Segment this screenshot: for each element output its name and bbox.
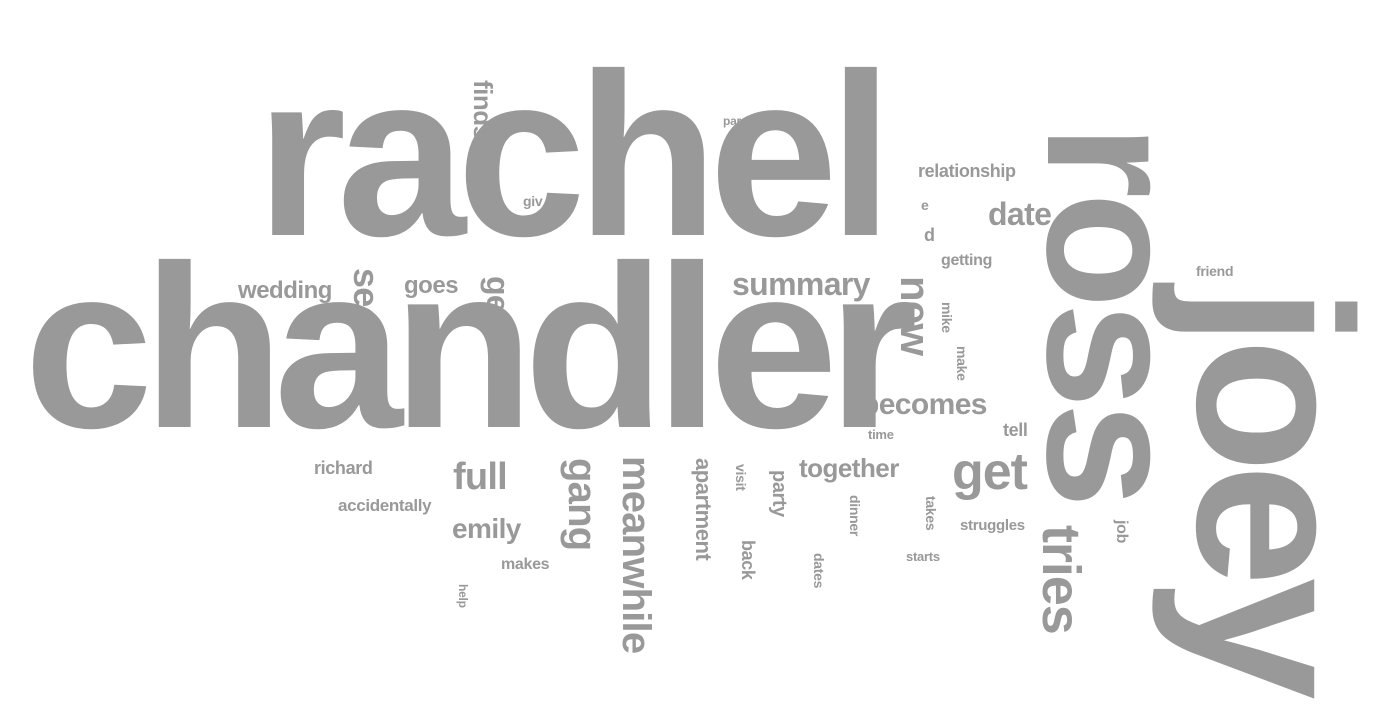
word-summary: summary [732,266,870,302]
word-full: full [453,456,508,498]
word-mike: mike [939,302,955,333]
word-finds: finds [468,80,498,140]
word-friend: friend [1196,263,1234,279]
word-time: time [868,427,894,442]
word-e: e [921,197,929,213]
word-makes: makes [501,556,550,573]
word-struggles: struggles [960,517,1025,534]
word-job: job [1113,520,1130,544]
word-goes: goes [404,272,459,299]
word-chandler: chandler [24,218,918,477]
word-party: party [768,470,790,517]
word-starts: starts [906,549,940,564]
word-becomes: becomes [861,388,987,421]
word-new: new [892,276,939,356]
word-getting: getting [941,252,993,269]
word-accidentally: accidentally [338,496,432,515]
word-par: par [723,114,741,128]
word-make: make [954,346,970,381]
word-help: help [456,584,470,608]
word-apartment: apartment [691,458,716,561]
word-richard: richard [314,458,373,478]
word-tries: tries [1031,525,1091,634]
word-takes: takes [923,496,939,531]
word-dinner: dinner [847,495,863,537]
word-see: see [346,268,387,326]
word-emily: emily [452,513,521,544]
word-giv: giv [523,193,543,209]
word-rachel: rachel [256,26,893,285]
word-wedding: wedding [238,277,332,304]
word-gets: gets [480,276,516,340]
word-d: d [924,225,935,245]
word-relationship: relationship [918,161,1016,181]
word-tell: tell [1003,420,1028,440]
word-meanwhile: meanwhile [614,456,658,654]
word-joey: joey [1151,286,1397,692]
word-visit: visit [733,464,749,491]
word-gang: gang [560,458,604,551]
word-date: date [988,196,1052,232]
word-dates: dates [811,553,827,589]
word-get: get [952,443,1028,501]
word-together: together [799,453,899,483]
word-back: back [738,540,758,580]
